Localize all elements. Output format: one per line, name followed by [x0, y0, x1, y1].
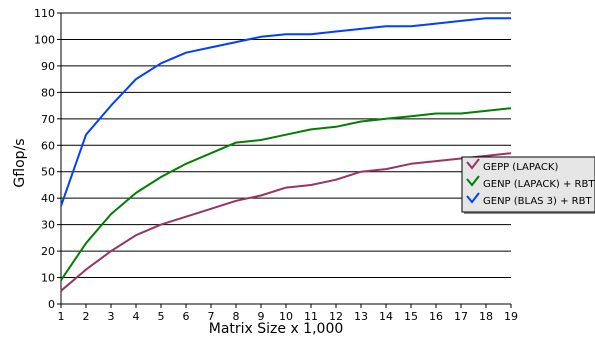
- y-tick-labels: 0 10 20 30 40 50 60 70 80 90 100 110: [34, 7, 55, 311]
- y-tick-label: 0: [48, 298, 55, 311]
- series-line-1: [60, 152, 512, 292]
- x-tick-label: 2: [83, 310, 90, 323]
- y-tick-label: 50: [41, 166, 55, 179]
- y-tick-label: 80: [41, 86, 55, 99]
- x-tick-label: 3: [108, 310, 115, 323]
- x-tick-label: 18: [479, 310, 493, 323]
- x-tick-label: 14: [379, 310, 393, 323]
- legend-swatch-1: [466, 158, 480, 170]
- y-tick-label: 90: [41, 60, 55, 73]
- x-tick-label: 17: [454, 310, 468, 323]
- x-tick-label: 8: [233, 310, 240, 323]
- legend-label-1: GEPP (LAPACK): [483, 162, 558, 173]
- x-tick-label: 4: [133, 310, 140, 323]
- legend-label-3: GENP (BLAS 3) + RBT: [483, 196, 592, 207]
- y-tick-label: 100: [34, 33, 55, 46]
- x-tick-label: 9: [258, 310, 265, 323]
- y-tick-label: 20: [41, 245, 55, 258]
- x-tick-label: 7: [208, 310, 215, 323]
- axes: [57, 12, 512, 308]
- x-tick-label: 6: [183, 310, 190, 323]
- series-lines: [60, 17, 512, 292]
- legend-swatch-3: [466, 192, 480, 204]
- y-tick-label: 60: [41, 139, 55, 152]
- legend-box: [461, 156, 595, 213]
- x-tick-label: 13: [354, 310, 368, 323]
- x-tick-label: 5: [158, 310, 165, 323]
- grid-lines: [61, 12, 511, 279]
- legend-label-2: GENP (LAPACK) + RBT: [483, 179, 595, 190]
- y-tick-label: 110: [34, 7, 55, 20]
- y-tick-label: 40: [41, 192, 55, 205]
- x-tick-label: 1: [58, 310, 65, 323]
- y-axis-label: Gflop/s: [12, 138, 28, 187]
- x-tick-label: 10: [279, 310, 293, 323]
- x-axis-label: Matrix Size x 1,000: [209, 321, 344, 337]
- x-tick-label: 16: [429, 310, 443, 323]
- legend-swatch-2: [466, 175, 480, 187]
- x-tick-labels: 1 2 3 4 5 6 7 8 9 10 11 12 13 14 15 16 17 18 19: [58, 310, 519, 323]
- y-tick-label: 30: [41, 219, 55, 232]
- legend: GEPP (LAPACK) GENP (LAPACK) + RBT GENP (BL…: [461, 156, 595, 214]
- series-line-2: [60, 107, 512, 281]
- x-tick-label: 19: [504, 310, 518, 323]
- x-tick-label: 15: [404, 310, 418, 323]
- y-tick-label: 70: [41, 113, 55, 126]
- series-line-3: [60, 17, 511, 207]
- x-tick-label: 11: [304, 310, 318, 323]
- x-tick-label: 12: [329, 310, 343, 323]
- y-tick-label: 10: [41, 272, 55, 285]
